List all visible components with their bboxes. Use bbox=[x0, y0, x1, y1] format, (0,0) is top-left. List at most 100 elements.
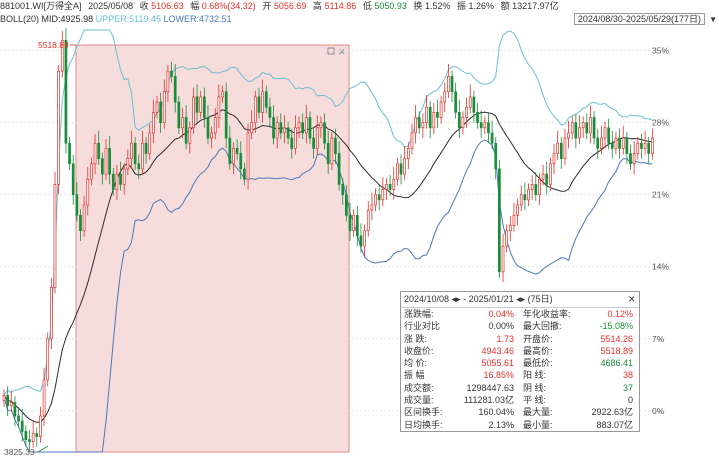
candle bbox=[75, 182, 79, 222]
candle bbox=[141, 130, 144, 176]
candle bbox=[71, 154, 75, 205]
candle bbox=[578, 115, 581, 145]
max-marker: 5518.89 bbox=[38, 40, 76, 50]
candle bbox=[323, 113, 326, 150]
candle bbox=[385, 178, 388, 200]
stats-label: 平 线: bbox=[523, 395, 547, 406]
candle bbox=[570, 116, 574, 140]
amplitude-value: 1.26% bbox=[468, 1, 495, 11]
candle bbox=[279, 113, 283, 140]
max-label: 5518.89 bbox=[38, 40, 69, 50]
candle bbox=[192, 87, 195, 134]
candle bbox=[20, 408, 24, 442]
stats-value: 1298447.63 bbox=[466, 382, 514, 393]
quote-date: 2025/05/08 bbox=[88, 1, 134, 11]
boll-mid: MID:4925.98 bbox=[41, 14, 94, 24]
change-label: 幅 bbox=[190, 1, 200, 11]
candle bbox=[651, 128, 654, 160]
candle bbox=[93, 133, 97, 175]
candle bbox=[86, 166, 90, 216]
candle bbox=[454, 82, 458, 119]
candle bbox=[217, 84, 221, 128]
candle bbox=[621, 125, 625, 155]
stats-value: 883.07亿 bbox=[596, 419, 633, 430]
candle bbox=[111, 167, 115, 196]
candle bbox=[447, 63, 450, 98]
stats-label: 均 价: bbox=[404, 358, 428, 369]
candle bbox=[629, 144, 632, 170]
candle bbox=[363, 224, 366, 257]
instrument-code: 881001.WI[万得全A] bbox=[0, 1, 82, 11]
stats-label: 行业对比 bbox=[404, 321, 441, 332]
candle bbox=[28, 430, 31, 452]
boll-name: BOLL(20) bbox=[0, 14, 40, 24]
interval-range-header[interactable]: 2024/10/08 ◂▸ - 2025/01/21 ◂▸ (75日) ✕ bbox=[401, 292, 639, 308]
candle bbox=[319, 116, 323, 139]
candle bbox=[603, 121, 607, 149]
candle bbox=[457, 99, 461, 139]
candle bbox=[119, 161, 122, 191]
candle bbox=[508, 216, 512, 241]
candle bbox=[366, 200, 370, 237]
svg-text:✕: ✕ bbox=[338, 47, 346, 57]
date-range-selector[interactable]: 2024/08/30-2025/05/29(177日) bbox=[573, 13, 705, 25]
candle bbox=[17, 406, 20, 428]
candle bbox=[348, 202, 352, 241]
stats-row: 均 价: 5055.61 最低价: 4686.41 bbox=[401, 357, 639, 369]
selection-region[interactable] bbox=[75, 44, 350, 453]
candle bbox=[592, 111, 596, 145]
candle bbox=[359, 223, 363, 253]
min-label: 3825.33 bbox=[4, 447, 35, 457]
candle bbox=[352, 209, 356, 237]
low-label: 低 bbox=[362, 1, 372, 11]
candle bbox=[614, 131, 618, 155]
candle bbox=[60, 31, 64, 78]
candle bbox=[268, 97, 272, 128]
candle bbox=[534, 172, 538, 201]
candle bbox=[68, 137, 71, 170]
candle bbox=[450, 70, 454, 103]
candle bbox=[541, 164, 545, 186]
stats-value: 0.04% bbox=[488, 309, 514, 319]
candle bbox=[108, 136, 111, 185]
candle bbox=[527, 183, 530, 207]
stats-label: 涨 跌: bbox=[404, 333, 428, 344]
candle bbox=[406, 142, 410, 169]
candle bbox=[512, 202, 516, 232]
min-marker: 3825.33 bbox=[4, 445, 49, 457]
candle bbox=[170, 61, 173, 83]
stats-row: 行业对比 0.00% 最大回撤: -15.08% bbox=[401, 320, 639, 332]
close-label: 收 bbox=[139, 1, 149, 11]
stats-row: 成交量: 111281.03亿平 线: 0 bbox=[401, 394, 639, 406]
candle bbox=[250, 110, 254, 140]
candle bbox=[173, 63, 177, 113]
candle bbox=[90, 157, 93, 186]
candle bbox=[264, 85, 268, 114]
candle bbox=[221, 85, 224, 104]
candle bbox=[243, 162, 246, 186]
candle bbox=[13, 396, 17, 427]
candle bbox=[42, 367, 46, 427]
chevron-down-icon[interactable]: ▼ bbox=[709, 15, 717, 24]
amount-label: 额 bbox=[500, 1, 510, 11]
close-icon[interactable]: ✕ bbox=[628, 294, 636, 304]
boll-lower: LOWER:4732.51 bbox=[163, 14, 232, 24]
candle bbox=[476, 103, 479, 129]
change-value: 0.68%(34.32) bbox=[201, 1, 256, 11]
candle bbox=[414, 105, 417, 144]
stats-row: 收盘价: 4943.46 最高价: 5518.89 bbox=[401, 345, 639, 357]
candle bbox=[501, 233, 505, 283]
candle bbox=[82, 195, 86, 237]
candle bbox=[625, 131, 629, 164]
candle bbox=[35, 427, 39, 447]
y-tick-label: 35% bbox=[652, 46, 669, 56]
candle bbox=[516, 198, 519, 226]
candle bbox=[370, 192, 374, 221]
candle bbox=[133, 137, 137, 170]
stats-row: 区间换手: 160.04% 最大量: 2922.63亿 bbox=[401, 406, 639, 418]
candle bbox=[290, 128, 294, 159]
candle bbox=[632, 141, 636, 175]
candle bbox=[549, 157, 552, 191]
candle bbox=[272, 105, 275, 145]
